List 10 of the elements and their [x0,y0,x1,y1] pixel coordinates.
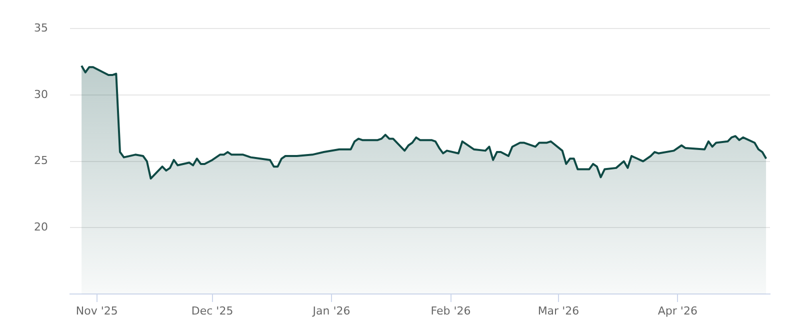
x-tick-label: Nov '25 [76,304,118,318]
y-tick-label: 35 [34,21,48,34]
y-tick-label: 30 [34,88,48,101]
x-tick-label: Jan '26 [312,304,350,318]
x-tick-label: Apr '26 [658,304,698,318]
y-tick-label: 25 [34,154,48,168]
x-tick-label: Mar '26 [538,304,580,318]
x-tick-label: Feb '26 [430,304,471,318]
x-tick-label: Dec '25 [191,304,234,318]
y-tick-label: 20 [34,220,48,234]
